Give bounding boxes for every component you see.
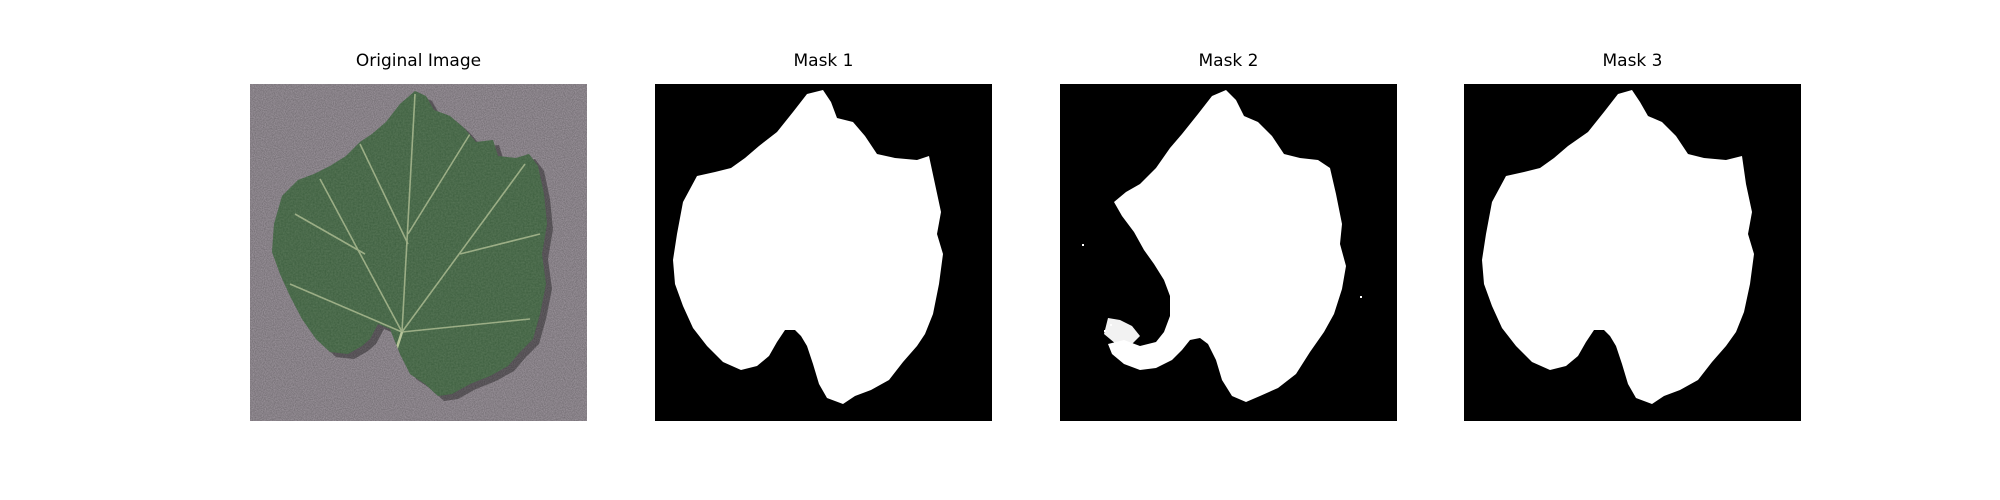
panel-title: Mask 2 — [1198, 51, 1259, 71]
mask3-image — [1464, 84, 1801, 421]
panel-title: Original Image — [355, 51, 482, 71]
original-image — [250, 84, 587, 421]
panel-title: Mask 1 — [793, 51, 854, 71]
panel-title: Mask 3 — [1602, 51, 1663, 71]
mask2-image — [1060, 84, 1397, 421]
mask1-image — [655, 84, 992, 421]
